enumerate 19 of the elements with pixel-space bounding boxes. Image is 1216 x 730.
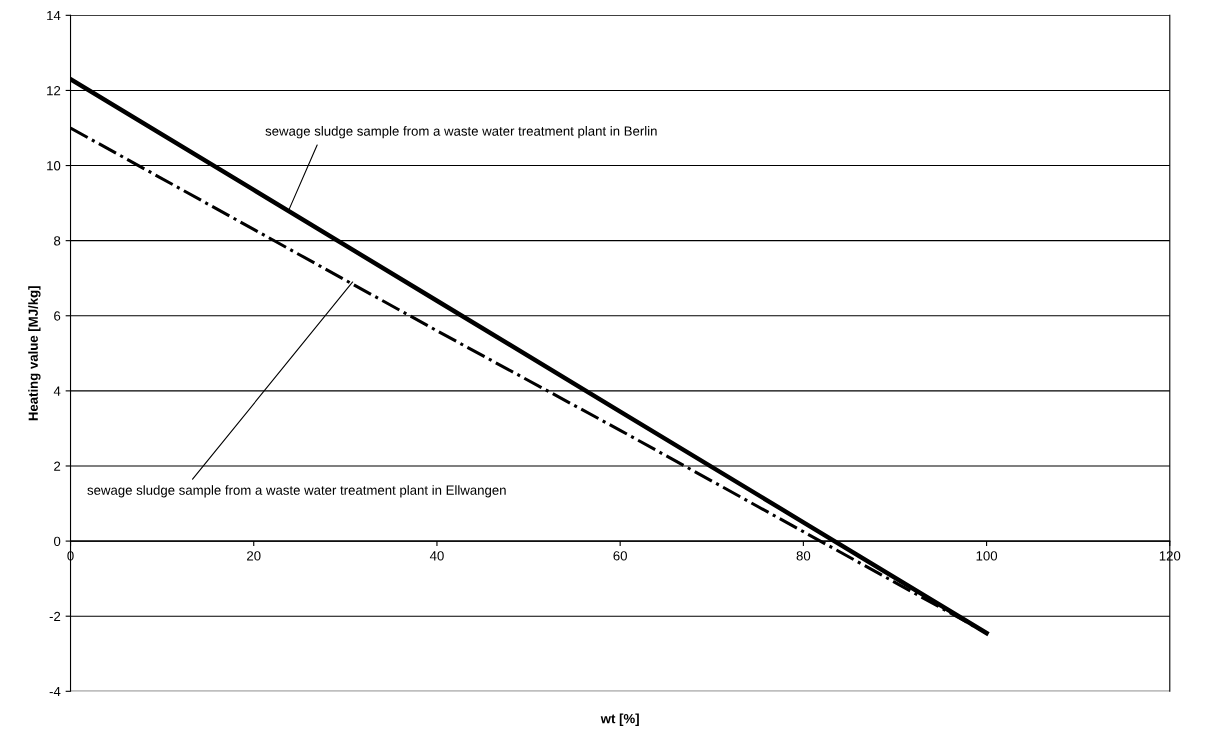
y-tick-label: 4 [53,386,61,396]
y-tick-label: -2 [49,611,61,621]
annotation: sewage sludge sample from a waste water treatment plant in Berlin [265,126,657,139]
y-tick-label: 10 [47,161,61,171]
y-tick-label: -4 [49,687,61,697]
x-tick-label: 20 [247,551,261,561]
x-tick-label: 60 [613,551,627,561]
y-tick-label: 2 [54,461,61,471]
annotation: sewage sludge sample from a waste water treatment plant in Ellwangen [87,485,506,498]
x-tick-label: 80 [796,551,811,561]
y-tick-label: 8 [54,236,61,246]
y-tick-label: 0 [53,536,61,546]
y-tick-label: 12 [47,86,61,96]
y-axis-title: Heating value [MJ/kg] [28,286,41,421]
y-tick-label: 14 [47,11,61,21]
x-tick-label: 40 [429,551,444,561]
x-tick-label: 100 [976,551,998,561]
y-tick-label: 6 [54,311,61,321]
x-axis-title: wt [%] [600,713,639,726]
